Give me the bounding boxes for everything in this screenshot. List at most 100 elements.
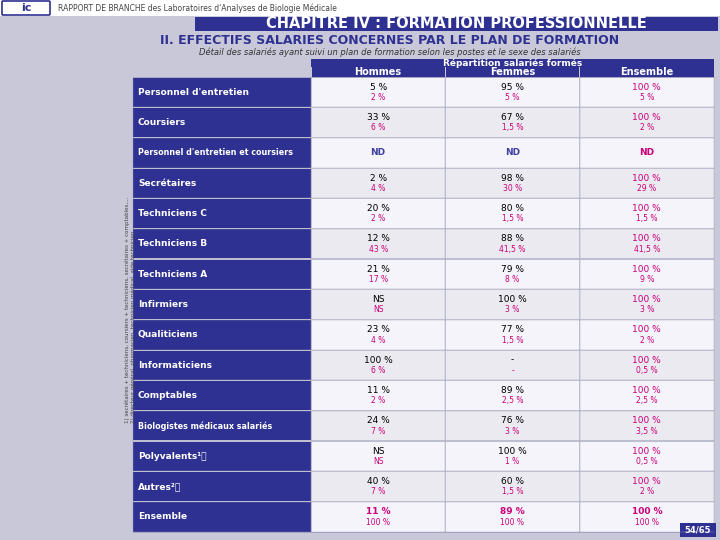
Text: -: - xyxy=(511,366,514,375)
Bar xyxy=(312,108,445,137)
Text: II. EFFECTIFS SALARIES CONCERNES PAR LE PLAN DE FORMATION: II. EFFECTIFS SALARIES CONCERNES PAR LE … xyxy=(161,35,620,48)
Bar xyxy=(580,229,714,259)
Text: 2,5 %: 2,5 % xyxy=(502,396,523,406)
Bar xyxy=(312,472,445,501)
Bar xyxy=(133,381,310,410)
Text: Personnel d'entretien: Personnel d'entretien xyxy=(138,87,249,97)
Text: 7 %: 7 % xyxy=(371,427,385,436)
Text: 2 %: 2 % xyxy=(639,488,654,496)
Text: 20 %: 20 % xyxy=(366,204,390,213)
Text: Techniciens C: Techniciens C xyxy=(138,209,207,218)
Text: 0,5 %: 0,5 % xyxy=(636,366,657,375)
Text: 1,5 %: 1,5 % xyxy=(636,214,657,224)
Bar xyxy=(312,67,445,77)
Text: 89 %: 89 % xyxy=(500,507,525,516)
Bar xyxy=(580,78,714,107)
Text: 12 %: 12 % xyxy=(366,234,390,243)
Text: 7 %: 7 % xyxy=(371,488,385,496)
Bar xyxy=(133,502,310,531)
Text: 1,5 %: 1,5 % xyxy=(502,124,523,132)
Text: 4 %: 4 % xyxy=(371,184,385,193)
Bar xyxy=(133,411,310,441)
Text: 100 %: 100 % xyxy=(632,477,661,486)
Bar xyxy=(446,290,579,319)
Text: 100 %: 100 % xyxy=(632,325,661,334)
Bar xyxy=(446,78,579,107)
Text: 3 %: 3 % xyxy=(505,306,520,314)
Text: 80 %: 80 % xyxy=(501,204,524,213)
Text: 77 %: 77 % xyxy=(501,325,524,334)
Text: 3 %: 3 % xyxy=(639,306,654,314)
Bar xyxy=(133,108,310,137)
Bar xyxy=(0,0,720,16)
Text: 88 %: 88 % xyxy=(501,234,524,243)
Text: 21 %: 21 % xyxy=(366,265,390,273)
Text: 100 %: 100 % xyxy=(632,265,661,273)
Text: Ensemble: Ensemble xyxy=(620,67,673,77)
Text: 1,5 %: 1,5 % xyxy=(502,214,523,224)
Text: 2 %: 2 % xyxy=(639,336,654,345)
Text: 100 %: 100 % xyxy=(632,447,661,456)
Text: 79 %: 79 % xyxy=(501,265,524,273)
Text: Techniciens A: Techniciens A xyxy=(138,269,207,279)
Text: 100 %: 100 % xyxy=(632,295,661,304)
Text: Répartition salariés formés: Répartition salariés formés xyxy=(443,58,582,68)
Text: 1,5 %: 1,5 % xyxy=(502,336,523,345)
Text: 29 %: 29 % xyxy=(637,184,657,193)
Text: 54/65: 54/65 xyxy=(685,525,711,535)
Text: ND: ND xyxy=(371,148,386,157)
Text: Hommes: Hommes xyxy=(355,67,402,77)
Bar xyxy=(580,381,714,410)
Bar xyxy=(2,1,52,15)
Text: 100 %: 100 % xyxy=(632,173,661,183)
Bar xyxy=(580,472,714,501)
Text: 89 %: 89 % xyxy=(501,386,524,395)
Bar xyxy=(446,472,579,501)
Bar xyxy=(312,320,445,349)
Text: Coursiers: Coursiers xyxy=(138,118,186,127)
Text: 100 %: 100 % xyxy=(631,507,662,516)
Text: 2 %: 2 % xyxy=(369,173,387,183)
Bar xyxy=(446,199,579,228)
Text: Informaticiens: Informaticiens xyxy=(138,361,212,370)
Bar xyxy=(446,502,579,531)
Bar xyxy=(312,260,445,289)
Text: 98 %: 98 % xyxy=(501,173,524,183)
Text: 6 %: 6 % xyxy=(371,124,385,132)
Text: 76 %: 76 % xyxy=(501,416,524,425)
Text: 100 %: 100 % xyxy=(632,113,661,122)
Text: 100 %: 100 % xyxy=(635,518,659,527)
Bar xyxy=(446,108,579,137)
Text: 100 %: 100 % xyxy=(632,204,661,213)
Bar xyxy=(133,260,310,289)
Text: 60 %: 60 % xyxy=(501,477,524,486)
Bar xyxy=(446,320,579,349)
Text: 2 %: 2 % xyxy=(371,396,385,406)
Bar xyxy=(446,138,579,167)
Bar xyxy=(446,168,579,198)
Text: ND: ND xyxy=(639,148,654,157)
Bar xyxy=(312,442,445,471)
Bar xyxy=(446,442,579,471)
Bar xyxy=(312,168,445,198)
Text: 41,5 %: 41,5 % xyxy=(499,245,526,254)
Text: 33 %: 33 % xyxy=(366,113,390,122)
Text: 4 %: 4 % xyxy=(371,336,385,345)
Text: 100 %: 100 % xyxy=(632,355,661,364)
Text: RAPPORT DE BRANCHE des Laboratoires d'Analyses de Biologie Médicale: RAPPORT DE BRANCHE des Laboratoires d'An… xyxy=(58,3,337,13)
Bar xyxy=(133,199,310,228)
Bar xyxy=(580,199,714,228)
Text: 1,5 %: 1,5 % xyxy=(502,488,523,496)
Bar xyxy=(133,229,310,259)
Text: 43 %: 43 % xyxy=(369,245,388,254)
Bar xyxy=(133,78,310,107)
Bar xyxy=(133,138,310,167)
Bar xyxy=(580,260,714,289)
Bar xyxy=(580,290,714,319)
FancyBboxPatch shape xyxy=(2,1,50,15)
Text: Biologistes médicaux salariés: Biologistes médicaux salariés xyxy=(138,421,272,430)
Text: 67 %: 67 % xyxy=(501,113,524,122)
Bar xyxy=(446,350,579,380)
Text: 5 %: 5 % xyxy=(505,93,520,102)
Text: Comptables: Comptables xyxy=(138,391,198,400)
